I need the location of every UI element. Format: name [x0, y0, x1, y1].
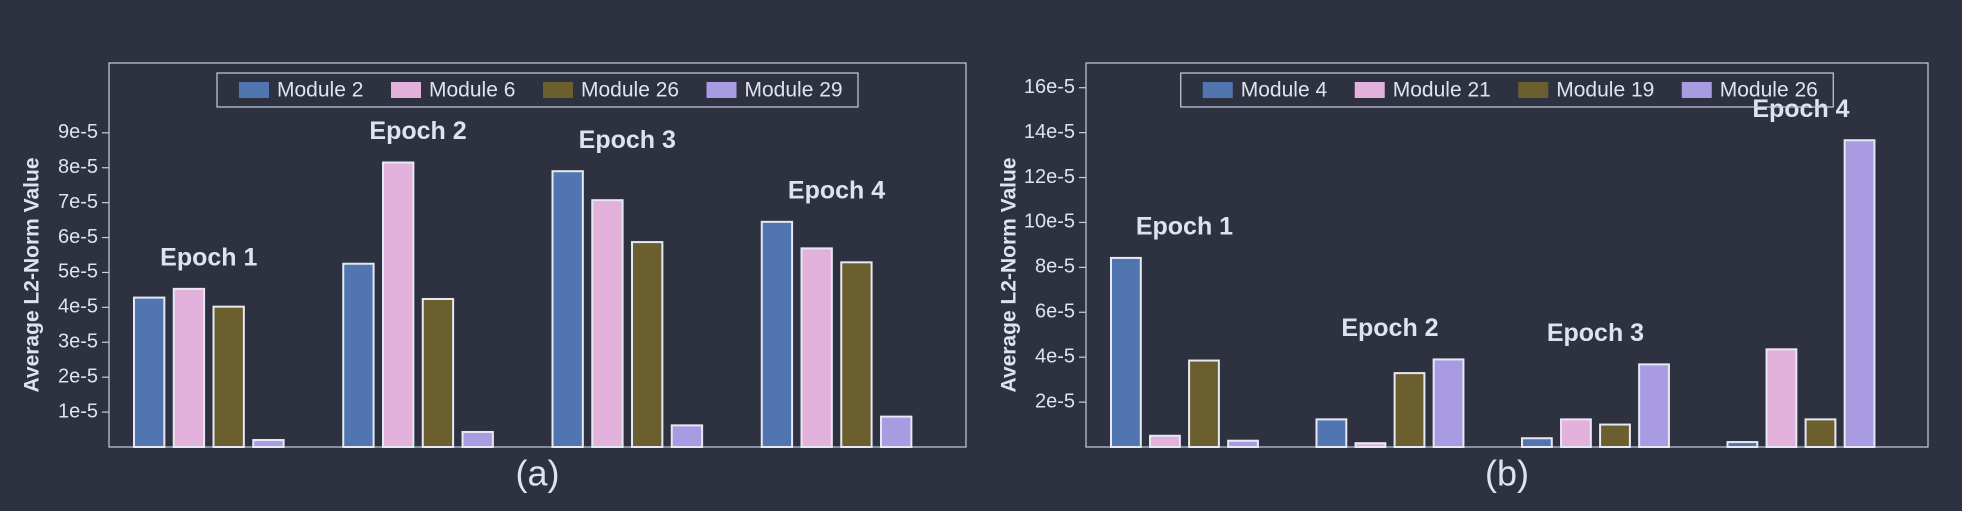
legend-label: Module 6 — [429, 79, 515, 102]
bar — [1638, 363, 1670, 448]
bar — [421, 297, 455, 448]
bar — [760, 220, 794, 448]
bar — [212, 305, 245, 449]
y-tick-label: 3e-5 — [58, 331, 98, 353]
bar — [1521, 437, 1553, 448]
bar — [1726, 441, 1759, 449]
y-tick-label: 8e-5 — [1035, 256, 1075, 278]
legend: Module 4 Module 21 Module 19 Module 26 — [1180, 72, 1834, 108]
legend: Module 2 Module 6 Module 26 Module 29 — [216, 72, 859, 108]
category-label: Epoch 2 — [369, 117, 466, 145]
bar — [1110, 256, 1142, 449]
y-tick-label: 6e-5 — [58, 226, 98, 248]
y-tick-label: 5e-5 — [58, 261, 98, 283]
y-tick-label: 4e-5 — [58, 296, 98, 318]
y-tick-label: 10e-5 — [1024, 211, 1075, 233]
bar — [1432, 358, 1465, 448]
legend-swatch — [1681, 82, 1712, 98]
bar — [840, 261, 873, 448]
y-axis-label: Average L2-Norm Value — [21, 158, 44, 393]
legend-swatch — [239, 82, 269, 98]
bar — [1804, 418, 1837, 448]
y-tick-label: 14e-5 — [1024, 121, 1075, 143]
bar — [591, 199, 624, 448]
legend-label: Module 26 — [1720, 79, 1818, 102]
y-tick-label: 4e-5 — [1035, 345, 1075, 367]
legend-swatch — [706, 82, 737, 98]
category-label: Epoch 1 — [160, 243, 257, 271]
bar — [1843, 139, 1876, 449]
y-tick-label: 9e-5 — [58, 121, 98, 143]
y-tick-label: 8e-5 — [58, 156, 98, 178]
legend-label: Module 2 — [277, 79, 363, 102]
legend-label: Module 29 — [745, 79, 843, 102]
legend-swatch — [1202, 82, 1233, 98]
bar — [1227, 439, 1259, 448]
legend-label: Module 19 — [1556, 79, 1654, 102]
category-label: Epoch 4 — [788, 176, 885, 204]
legend-swatch — [1518, 82, 1549, 98]
y-tick-label: 12e-5 — [1024, 166, 1075, 188]
y-tick-label: 1e-5 — [58, 400, 98, 422]
legend-label: Module 26 — [581, 79, 679, 102]
y-tick-label: 2e-5 — [58, 365, 98, 387]
category-label: Epoch 3 — [1547, 319, 1644, 347]
legend-swatch — [543, 82, 573, 98]
y-tick-label: 6e-5 — [1035, 301, 1075, 323]
bar — [342, 262, 375, 448]
legend-swatch — [1354, 82, 1385, 98]
bar — [670, 424, 704, 448]
bar — [1315, 418, 1348, 448]
bar — [800, 247, 833, 448]
legend-label: Module 21 — [1393, 79, 1491, 102]
bar — [382, 161, 415, 448]
bar — [551, 170, 584, 449]
legend-box — [1180, 72, 1834, 108]
bar — [1188, 359, 1220, 448]
category-label: Epoch 1 — [1136, 213, 1233, 241]
subfigure-caption: (b) — [1485, 453, 1529, 494]
y-axis-label: Average L2-Norm Value — [998, 158, 1021, 393]
bar — [252, 439, 285, 449]
bar — [133, 296, 166, 448]
bar — [1393, 372, 1426, 448]
subfigure-caption: (a) — [516, 453, 560, 494]
y-tick-label: 7e-5 — [58, 191, 98, 213]
bar — [1149, 434, 1181, 449]
legend-label: Module 4 — [1241, 79, 1328, 102]
bar — [631, 241, 664, 448]
legend-box — [216, 72, 859, 108]
plot-frame — [1085, 62, 1929, 448]
bar — [461, 430, 494, 449]
bar — [1560, 418, 1592, 448]
category-label: Epoch 2 — [1341, 314, 1438, 342]
bar — [880, 415, 913, 448]
legend-swatch — [391, 82, 421, 98]
bar — [172, 287, 206, 448]
bar — [1354, 442, 1387, 449]
bar — [1765, 348, 1798, 449]
plot-frame — [108, 62, 967, 448]
y-tick-label: 2e-5 — [1035, 390, 1075, 412]
category-label: Epoch 3 — [579, 126, 676, 154]
y-tick-label: 16e-5 — [1024, 76, 1075, 98]
bar — [1599, 423, 1631, 448]
